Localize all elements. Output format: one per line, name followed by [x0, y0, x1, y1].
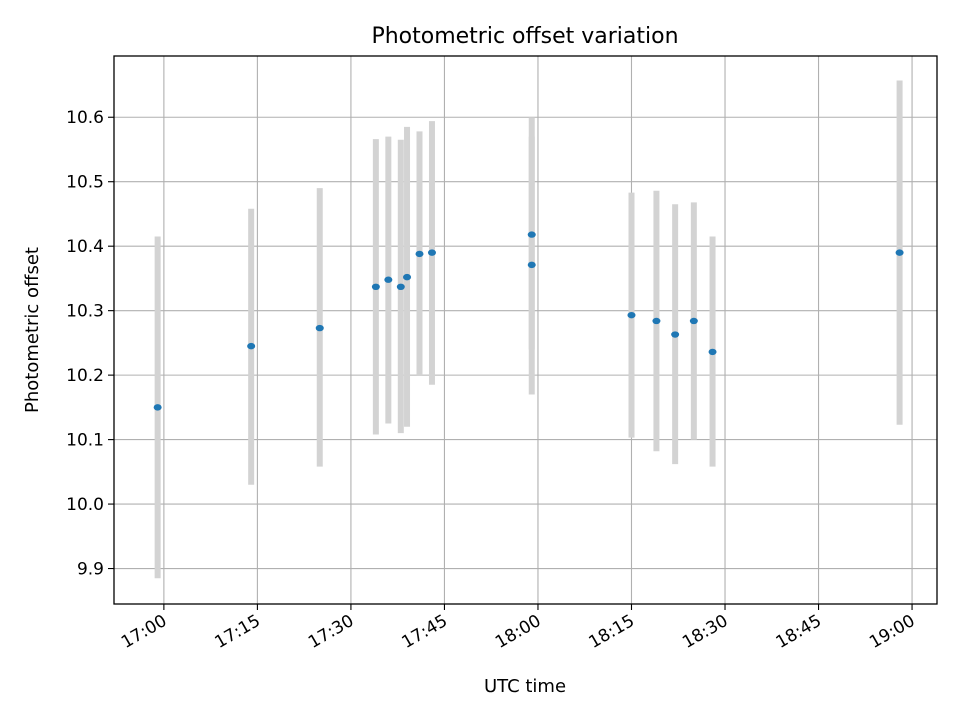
y-tick-label: 10.5 — [66, 173, 104, 193]
data-points — [153, 231, 904, 411]
data-point — [527, 261, 536, 269]
data-point — [153, 404, 162, 411]
y-axis-label: Photometric offset — [22, 247, 43, 413]
y-tick-label: 9.9 — [77, 560, 104, 580]
y-tick-label: 10.6 — [66, 108, 104, 128]
y-tick-label: 10.2 — [66, 366, 104, 386]
data-point — [415, 250, 424, 258]
y-tick-label: 10.1 — [66, 431, 104, 451]
data-point — [427, 249, 436, 256]
data-point — [671, 331, 680, 338]
data-point — [652, 317, 661, 325]
data-point — [527, 231, 536, 238]
data-point — [315, 324, 324, 332]
data-point — [627, 311, 636, 319]
y-tick-label: 10.0 — [66, 495, 104, 515]
data-point — [403, 273, 412, 281]
chart-title: Photometric offset variation — [371, 24, 678, 49]
plot-frame — [113, 55, 938, 605]
data-point — [708, 348, 717, 356]
x-axis-label: UTC time — [484, 676, 566, 697]
y-tick-label: 10.3 — [66, 302, 104, 322]
y-tick-label: 10.4 — [66, 237, 104, 257]
data-point — [371, 283, 380, 291]
data-point — [396, 283, 405, 291]
y-axis-ticks: 9.9 10.0 10.1 10.2 10.3 10.4 10.5 10.6 — [66, 108, 114, 580]
data-point — [384, 276, 393, 283]
data-point — [247, 342, 256, 350]
data-point — [895, 249, 904, 256]
data-point — [689, 317, 698, 325]
